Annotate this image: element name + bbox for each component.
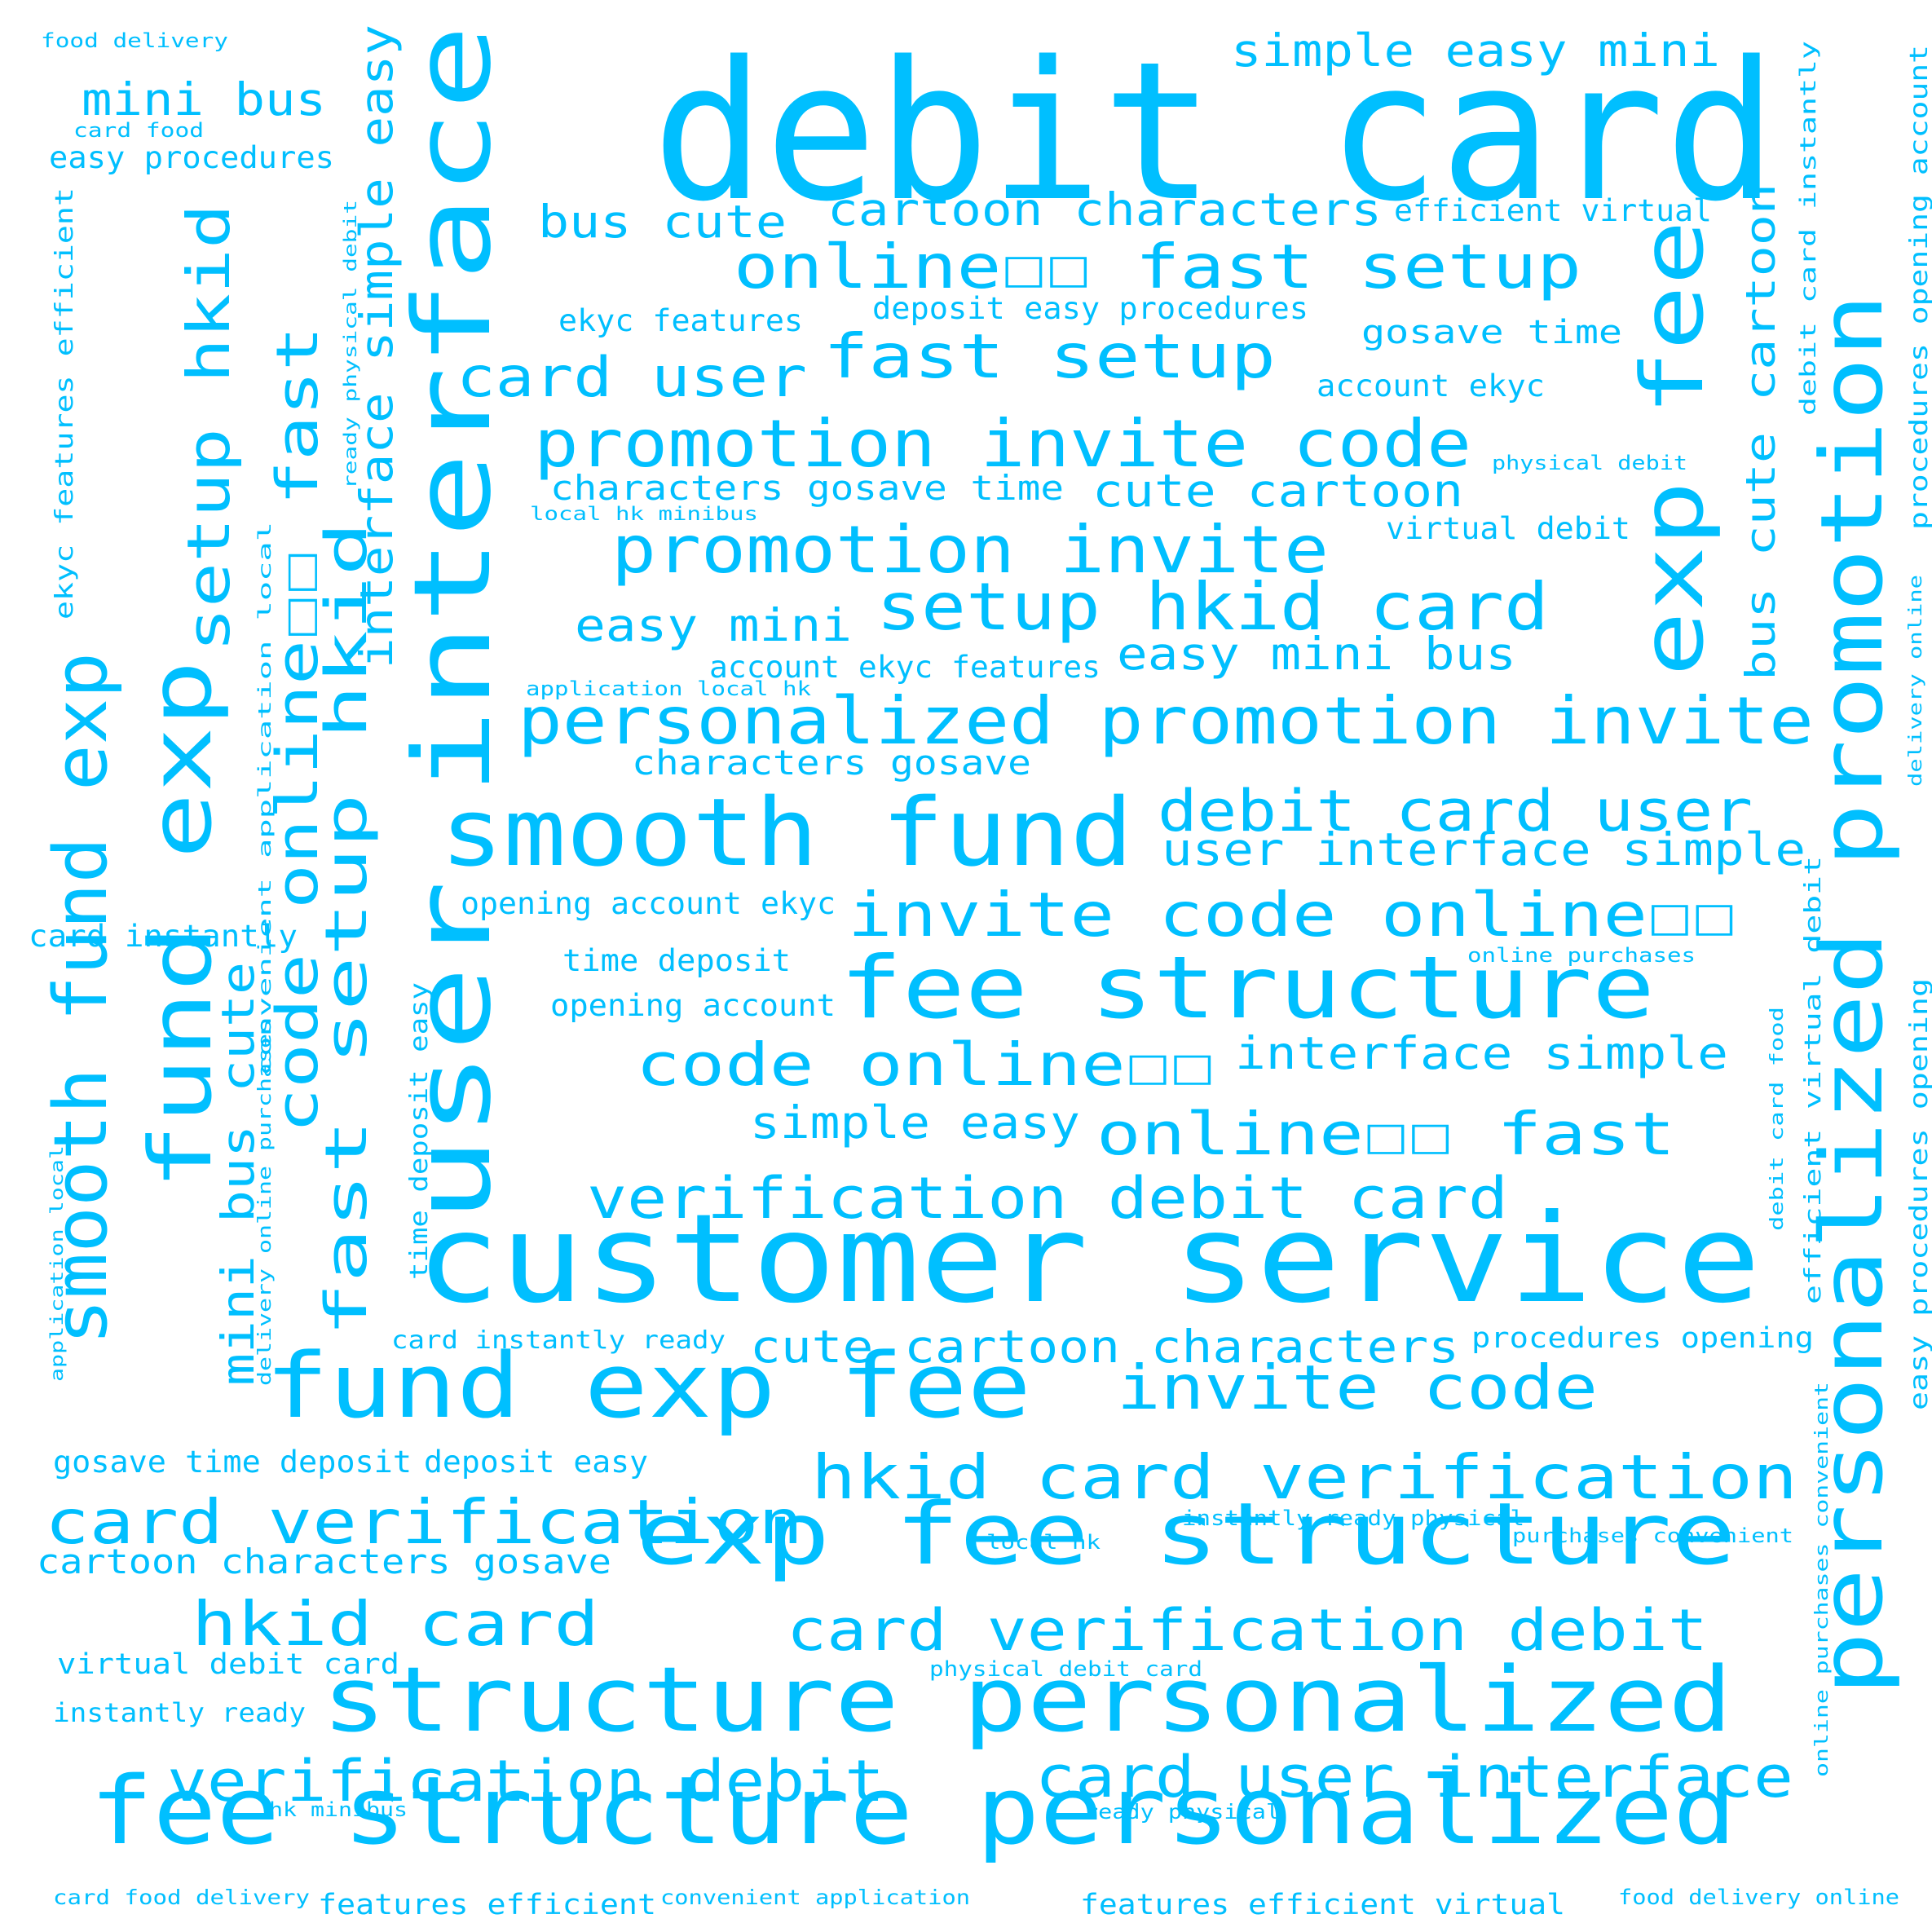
word: interface simple <box>1235 1027 1728 1079</box>
word: easy mini <box>575 599 852 651</box>
word: code online☐☐ <box>636 1030 1215 1099</box>
word: easy procedures opening <box>1905 978 1932 1410</box>
word: opening account ekyc <box>461 886 836 921</box>
word: ready physical <box>1084 1800 1280 1824</box>
word: physical debit <box>1492 452 1687 474</box>
word: debit card <box>652 21 1777 244</box>
word: online purchases <box>1467 944 1696 967</box>
word: exp fee structure <box>636 1484 1736 1584</box>
word: account ekyc features <box>709 650 1101 685</box>
word: online☐☐ fast <box>1096 1100 1675 1168</box>
word: smooth fund <box>440 779 1133 888</box>
word: physical debit card <box>929 1657 1202 1682</box>
word: procedures opening account <box>1905 45 1932 531</box>
word: ekyc features efficient <box>51 187 79 620</box>
word: deposit easy procedures <box>872 291 1308 326</box>
word: features efficient virtual <box>1080 1889 1565 1921</box>
word: card user interface <box>1035 1744 1793 1811</box>
word: invite code online☐☐ <box>848 879 1736 951</box>
word: bus cute cartoon <box>1737 183 1784 681</box>
word: verification debit card <box>587 1165 1508 1232</box>
word: fast setup <box>823 320 1276 392</box>
word: cute cartoon characters <box>750 1321 1459 1373</box>
word: application local hk <box>526 677 811 700</box>
word: promotion invite <box>611 512 1329 588</box>
word: mini bus <box>82 73 326 126</box>
word: efficient virtual debit <box>1799 856 1826 1304</box>
word: time deposit easy <box>405 982 434 1280</box>
word: exp fee <box>1623 219 1722 677</box>
word: easy mini bus <box>1117 628 1516 680</box>
word: card food delivery <box>53 1886 310 1909</box>
word: debit card food <box>1767 1007 1788 1231</box>
word: gosave time deposit <box>53 1445 412 1480</box>
word: card user <box>457 346 807 410</box>
word: opening account <box>550 988 836 1023</box>
word: card verification debit <box>787 1597 1708 1664</box>
word: instantly ready physical <box>1182 1506 1524 1531</box>
word: debit card instantly <box>1796 41 1821 417</box>
word: card instantly ready <box>391 1326 726 1355</box>
word: deposit easy <box>424 1445 648 1480</box>
word: card instantly <box>29 919 298 954</box>
word: purchases convenient <box>1512 1524 1793 1547</box>
word: fee structure <box>840 938 1655 1038</box>
word: customer service <box>416 1189 1761 1330</box>
word: gosave time <box>1361 314 1622 351</box>
word: local hk minibus <box>530 504 758 525</box>
word: food delivery <box>41 29 228 52</box>
word: easy procedures <box>49 140 334 175</box>
word: features efficient <box>318 1889 656 1921</box>
word: local hk <box>986 1531 1101 1554</box>
word: user interface simple <box>1162 823 1806 876</box>
word: card food <box>73 119 204 142</box>
word: personalized promotion invite <box>518 683 1814 759</box>
word: virtual debit card <box>57 1648 399 1681</box>
word: verification debit <box>167 1748 884 1815</box>
word: card verification <box>45 1486 803 1558</box>
word: structure personalized <box>322 1647 1732 1752</box>
word: debit card user <box>1158 778 1753 845</box>
word: fund exp fee <box>265 1334 1031 1438</box>
word: hkid card verification <box>811 1441 1797 1513</box>
word: efficient virtual <box>1394 193 1712 228</box>
word: hkid card <box>192 1588 599 1660</box>
word: virtual debit <box>1386 511 1630 546</box>
word: hk minibus <box>269 1798 408 1821</box>
word: setup hkid <box>174 203 243 652</box>
word: interface simple easy <box>351 24 403 669</box>
word: setup hkid card <box>876 569 1549 645</box>
word: fee structure personalized <box>90 1757 1736 1866</box>
word: characters gosave <box>632 743 1031 783</box>
word: time deposit <box>562 943 791 978</box>
word: bus cute <box>538 196 787 248</box>
word: characters gosave time <box>550 468 1064 508</box>
word: simple easy mini <box>1231 24 1720 77</box>
word: online☐☐ fast setup <box>734 231 1581 302</box>
word: cute cartoon <box>1092 465 1463 517</box>
word: invite code <box>1117 1352 1598 1423</box>
word: cartoon characters <box>827 183 1382 236</box>
word: convenient application local <box>255 522 275 1076</box>
word: convenient application <box>660 1886 970 1909</box>
word: instantly ready <box>53 1697 306 1728</box>
word: delivery online <box>1906 575 1926 787</box>
word: food delivery online <box>1618 1886 1899 1910</box>
word: cartoon characters gosave <box>37 1542 611 1581</box>
word: ekyc features <box>558 303 803 338</box>
word: simple easy <box>750 1096 1080 1149</box>
word: application local <box>47 1145 67 1382</box>
word: account ekyc <box>1317 368 1545 404</box>
word: procedures opening <box>1471 1322 1814 1355</box>
word: promotion invite code <box>534 406 1471 482</box>
word: ready physical debit <box>341 200 360 489</box>
word: online purchases convenient <box>1812 1382 1833 1777</box>
word: mini bus cute <box>212 962 264 1386</box>
